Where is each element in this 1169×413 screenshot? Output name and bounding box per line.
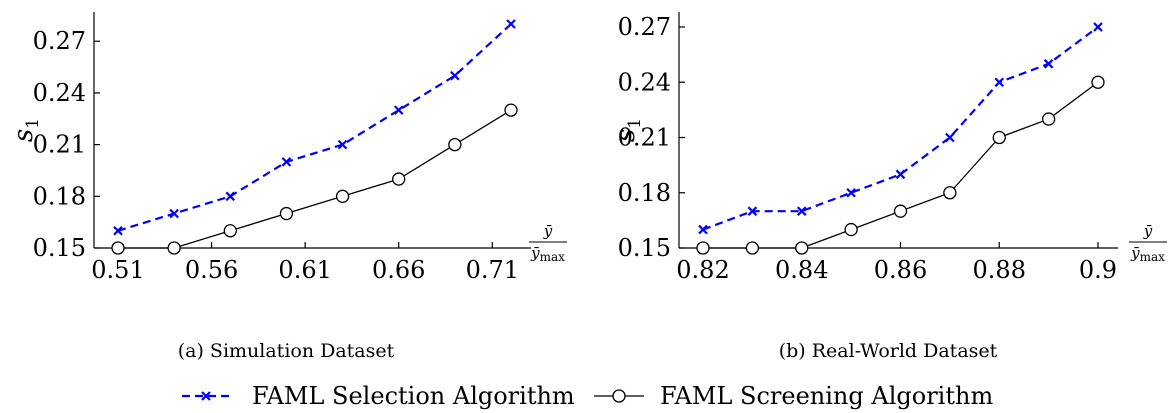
series-screening-point: [168, 242, 180, 254]
series-screening-point: [280, 208, 292, 220]
y-tick-label: 0.18: [33, 182, 86, 210]
x-axis-label: ȳ ȳmax: [529, 222, 567, 264]
x-tick-label: 0.82: [676, 256, 729, 284]
x-axis-label: ȳ ȳmax: [1129, 222, 1167, 264]
x-tick-label: 0.56: [185, 256, 238, 284]
x-axis-label-numerator: ȳ: [543, 222, 553, 240]
y-tick-label: 0.27: [618, 13, 671, 41]
y-tick-label: 0.15: [33, 234, 86, 262]
x-axis-label-denominator: ȳmax: [1130, 244, 1165, 264]
series-screening-point: [697, 242, 709, 254]
y-tick-label: 0.24: [618, 68, 671, 96]
x-tick-label: 0.86: [874, 256, 927, 284]
y-tick-label: 0.15: [618, 234, 671, 262]
y-axis-label: s1: [9, 118, 43, 142]
series-screening-point: [449, 139, 461, 151]
series-screening-point: [845, 224, 857, 236]
legend: FAML Selection Algorithm FAML Screening …: [182, 382, 993, 410]
chart-simulation-dataset: 0.15 0.18 0.21 0.24 0.27 0.51 0.56 0.61 0.66 0.71…: [9, 12, 567, 284]
x-tick-label: 0.61: [278, 256, 331, 284]
legend-screening-marker-icon: [613, 390, 625, 402]
y-tick-label: 0.24: [33, 79, 86, 107]
caption-real-world-dataset: (b) Real-World Dataset: [779, 340, 998, 362]
x-tick-label: 0.66: [372, 256, 425, 284]
x-tick-label: 0.88: [973, 256, 1026, 284]
series-screening-point: [337, 190, 349, 202]
series-screening-point: [1043, 113, 1055, 125]
series-screening-point: [796, 242, 808, 254]
y-tick-label: 0.27: [33, 27, 86, 55]
x-tick-label: 0.71: [466, 256, 519, 284]
legend-screening-label: FAML Screening Algorithm: [660, 382, 993, 410]
series-screening-point: [993, 132, 1005, 144]
series-screening-line: [118, 110, 511, 248]
series-selection-point: [946, 134, 954, 142]
series-screening-point: [746, 242, 758, 254]
x-tick-label: 0.51: [91, 256, 144, 284]
x-tick-label: 0.84: [775, 256, 828, 284]
x-axis-label-numerator: ȳ: [1143, 222, 1153, 240]
series-selection-point: [451, 72, 459, 80]
series-screening-point: [112, 242, 124, 254]
series-selection-point: [897, 170, 905, 178]
series-screening-point: [895, 205, 907, 217]
series-screening-line: [703, 82, 1098, 248]
y-tick-label: 0.18: [618, 179, 671, 207]
y-tick-label: 0.21: [33, 131, 86, 159]
legend-selection-label: FAML Selection Algorithm: [252, 382, 575, 410]
caption-simulation-dataset: (a) Simulation Dataset: [178, 340, 395, 362]
series-selection-line: [703, 27, 1098, 230]
x-axis-label-denominator: ȳmax: [530, 244, 565, 264]
series-screening-point: [224, 225, 236, 237]
series-selection-point: [395, 106, 403, 114]
series-selection-point: [1094, 23, 1102, 31]
series-screening-point: [1092, 76, 1104, 88]
y-axis-label: s1: [611, 118, 645, 142]
series-screening-point: [944, 187, 956, 199]
series-selection-line: [118, 24, 511, 231]
chart-real-world-dataset: 0.150.180.210.240.270.82 0.84 0.86 0.88 0.9s…: [611, 12, 1167, 284]
series-selection-point: [507, 20, 515, 28]
series-screening-point: [393, 173, 405, 185]
series-selection-point: [226, 192, 234, 200]
series-screening-point: [505, 104, 517, 116]
x-tick-label: 0.9: [1079, 256, 1117, 284]
